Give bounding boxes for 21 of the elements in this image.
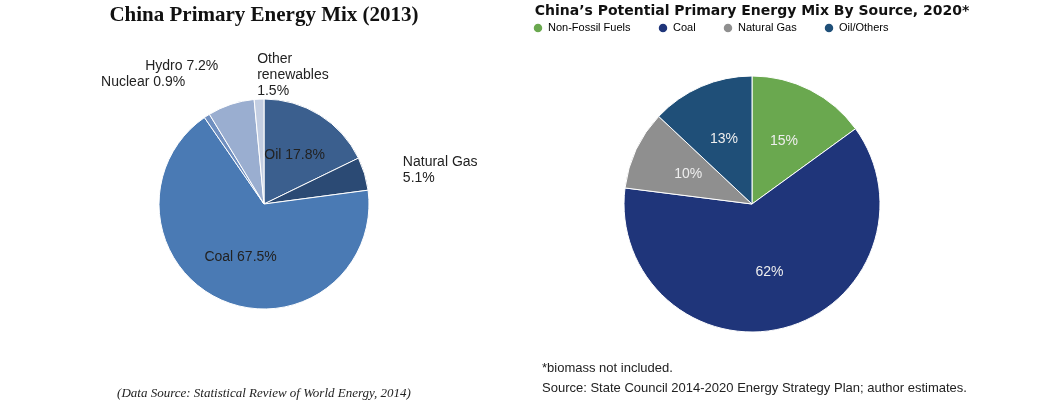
- slice-label: Natural Gas: [402, 153, 478, 170]
- legend-label: Oil/Others: [839, 21, 890, 33]
- text: (Data Source: Statistical Review of World Energy, 2014): [117, 385, 411, 400]
- slice-label: Other renewables: [257, 50, 329, 83]
- data-label: 5.1%: [402, 169, 435, 186]
- slice-label: Oil 17.8%: [264, 146, 325, 163]
- source-note: Source: State Council 2014-2020 Energy Strategy Plan; author estimates.: [542, 380, 967, 395]
- data-label: 1.5%: [257, 82, 290, 99]
- legend-label: Non-Fossil Fuels: [548, 21, 632, 33]
- chart-title: China Primary Energy Mix (2013): [109, 2, 419, 26]
- slice-label: Coal 67.5%: [204, 247, 277, 264]
- data-label: 62%: [755, 263, 784, 280]
- data-label: 10%: [674, 165, 703, 182]
- legend-label: Coal: [673, 21, 696, 33]
- chart-title: China’s Potential Primary Energy Mix By Source, 2020*: [534, 2, 970, 18]
- slice-label: Nuclear 0.9%: [101, 73, 186, 90]
- text: *biomass not included.: [542, 360, 673, 375]
- data-label: 15%: [769, 132, 798, 149]
- legend-label: Natural Gas: [738, 21, 798, 33]
- data-label: 13%: [710, 130, 739, 147]
- slice-label: Hydro 7.2%: [145, 57, 219, 74]
